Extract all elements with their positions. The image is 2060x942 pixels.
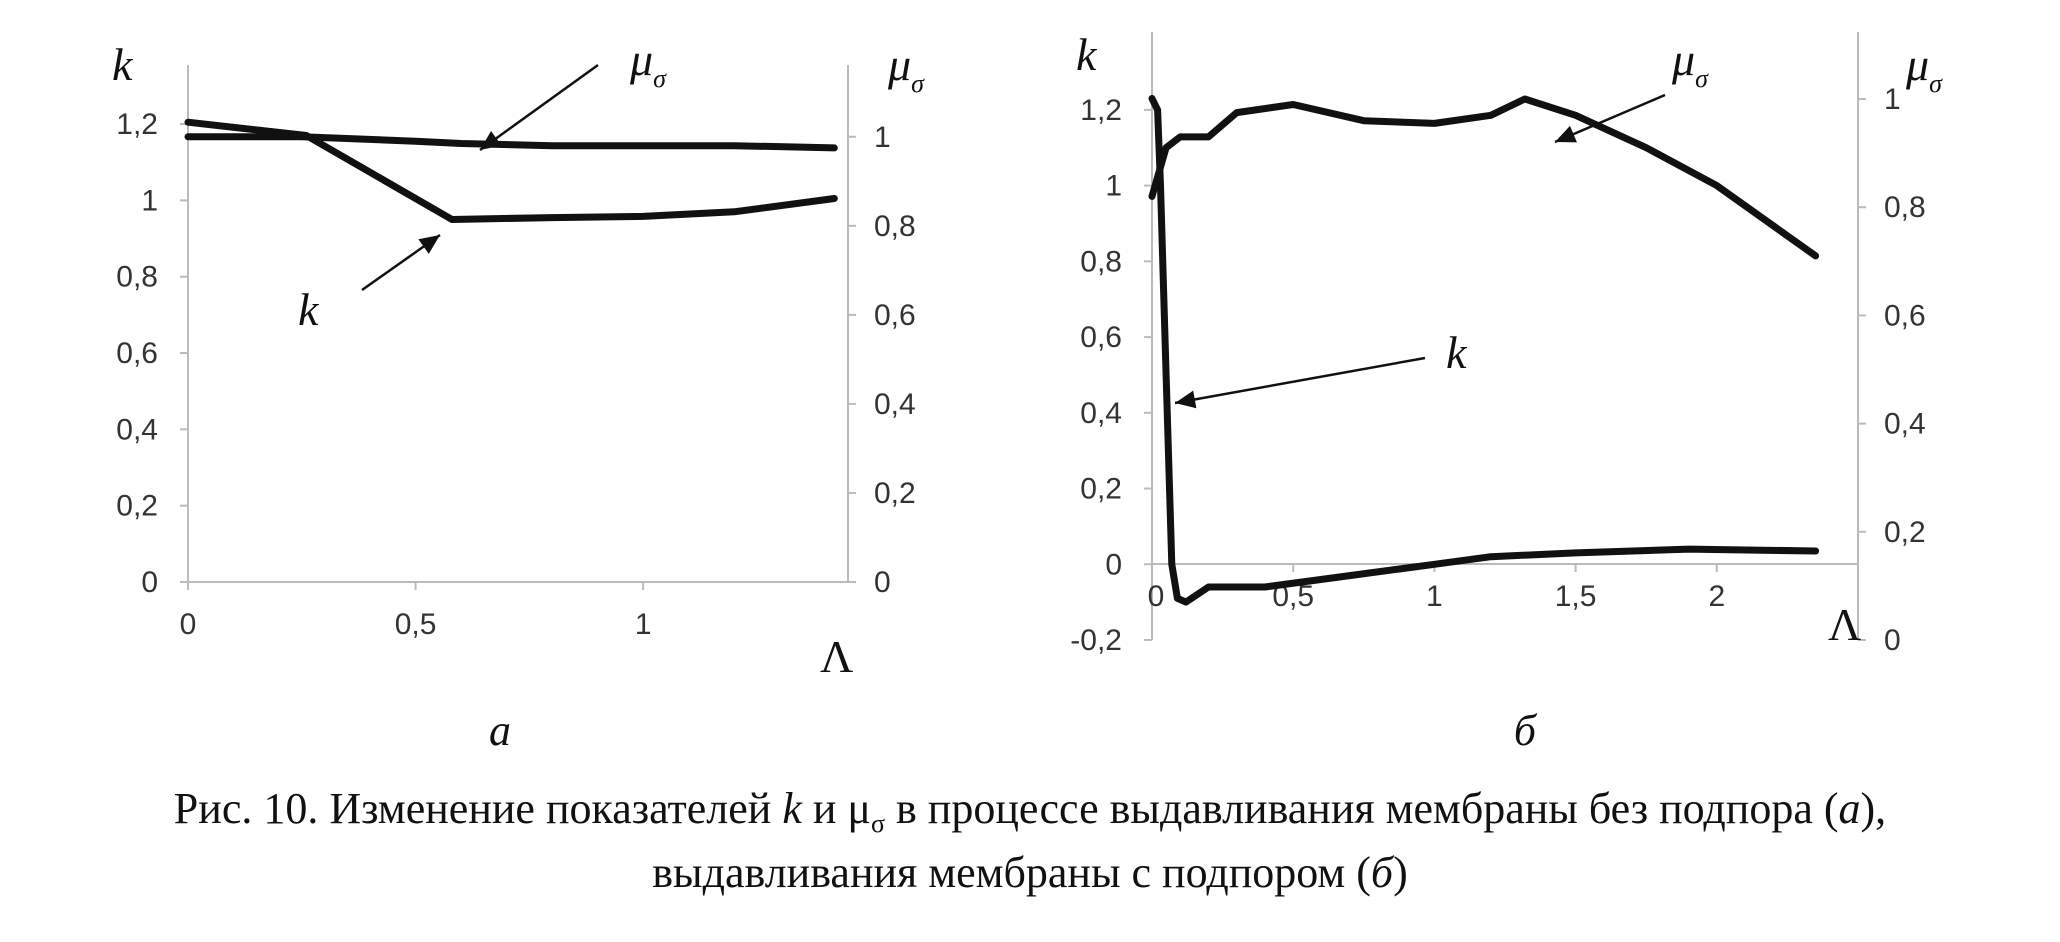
x-tick-label: 1 (635, 608, 652, 641)
y-tick-right-label: 0,6 (1884, 299, 1926, 332)
chart-panel-b: -0,200,20,40,60,811,200,20,40,60,810 0,5 1… (1070, 29, 1943, 755)
chart-panel-a: 0 0,2 0,4 0,6 0,8 1 1,2 0 0,2 0,4 0,6 0,8 1 0 0,5 1 k μσ Λ… (112, 34, 925, 755)
caption-text: ), (1860, 784, 1887, 833)
x-tick-label: 0,5 (395, 608, 437, 641)
y-tick-right-label: 0 (1884, 624, 1901, 657)
y-axis-right-label: μσ (887, 39, 925, 98)
x-tick-label: 0 (180, 608, 197, 641)
caption-line-1: Рис. 10. Изменение показателей k и μσ в … (0, 780, 2060, 844)
y-axis-left-label: k (1076, 29, 1098, 80)
series-line-mu-sigma (1148, 95, 1820, 260)
y-tick-right-label: 0,4 (874, 388, 916, 421)
caption-text: ) (1393, 848, 1408, 897)
series-line-k (1148, 95, 1820, 606)
y-tick-left-label: 0,6 (1080, 321, 1122, 354)
panel-label: а (489, 706, 511, 755)
caption-a: а (1838, 784, 1861, 833)
annotation-mu-arrow (479, 63, 599, 152)
annotation-k-arrowhead (1175, 390, 1197, 409)
y-tick-right-label: 1 (1884, 83, 1901, 116)
x-axis-label: Λ (1828, 599, 1861, 650)
series-line-mu-sigma (184, 133, 838, 152)
y-tick-right-label: 0,2 (1884, 516, 1926, 549)
y-tick-right-label: 0,8 (1884, 191, 1926, 224)
y-tick-right-label: 0,4 (1884, 408, 1926, 441)
x-axis-label: Λ (820, 631, 853, 682)
y-tick-right-label: 0,8 (874, 210, 916, 243)
y-tick-left-label: 1 (141, 184, 158, 217)
y-tick-left-label: 1,2 (1080, 94, 1122, 127)
panel-label: б (1514, 706, 1538, 755)
annotation-k-arrowhead (418, 235, 440, 254)
annotation-mu-arrowhead (1555, 125, 1577, 143)
y-tick-left-label: 1,2 (116, 108, 158, 141)
caption-text: в процессе выдавливания мембраны без под… (885, 784, 1839, 833)
y-tick-right-label: 0 (874, 566, 891, 599)
caption-b: б (1370, 848, 1394, 897)
caption-mu: μ (847, 784, 871, 833)
y-tick-left-label: 1 (1105, 170, 1122, 203)
y-tick-left-label: -0,2 (1070, 624, 1122, 657)
y-tick-right-label: 0,2 (874, 477, 916, 510)
figure-caption: Рис. 10. Изменение показателей k и μσ в … (0, 780, 2060, 902)
y-tick-left-label: 0 (1105, 548, 1122, 581)
figure: 0 0,2 0,4 0,6 0,8 1 1,2 0 0,2 0,4 0,6 0,8 1 0 0,5 1 k μσ Λ… (112, 29, 1943, 755)
caption-text: и (801, 784, 848, 833)
y-tick-left-label: 0,8 (1080, 245, 1122, 278)
x-tick-label: 1,5 (1555, 580, 1597, 613)
annotation-mu-arrowhead (480, 130, 502, 150)
y-tick-right-label: 1 (874, 121, 891, 154)
y-tick-left-label: 0,6 (116, 337, 158, 370)
annotation-k-label: k (298, 284, 320, 335)
caption-text: Рис. 10. Изменение показателей (173, 784, 783, 833)
y-tick-left-label: 0,4 (116, 413, 158, 446)
annotation-mu-label: μσ (629, 34, 667, 93)
y-tick-left-label: 0,2 (116, 490, 158, 523)
annotation-k-label: k (1446, 327, 1468, 378)
y-axis-left-label: k (112, 39, 134, 90)
y-tick-right-label: 0,6 (874, 299, 916, 332)
annotation-mu-label: μσ (1671, 34, 1709, 93)
annotation-k-arrow (1174, 356, 1426, 405)
y-axis-right-label: μσ (1905, 39, 1943, 98)
y-tick-left-label: 0,8 (116, 261, 158, 294)
x-tick-label: 0 (1148, 580, 1165, 613)
caption-text: выдавливания мембраны с подпором ( (652, 848, 1371, 897)
y-tick-left-label: 0,2 (1080, 473, 1122, 506)
caption-k: k (782, 784, 802, 833)
caption-line-2: выдавливания мембраны с подпором (б) (0, 844, 2060, 902)
y-tick-left-label: 0 (141, 566, 158, 599)
x-tick-label: 2 (1708, 580, 1725, 613)
y-tick-left-label: 0,4 (1080, 397, 1122, 430)
caption-sigma: σ (870, 809, 885, 838)
x-tick-label: 1 (1426, 580, 1443, 613)
